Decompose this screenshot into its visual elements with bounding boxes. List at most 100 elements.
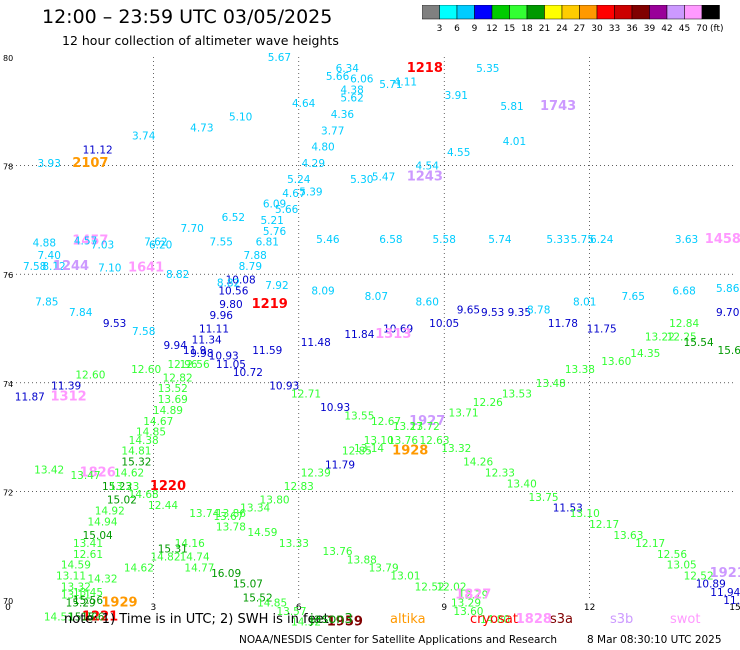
wave-height-label: 11.39 (51, 381, 81, 393)
wave-height-label: 13.78 (216, 522, 246, 534)
wave-height-label: 14.51 (44, 611, 74, 623)
wave-height-label: 9.94 (164, 340, 188, 352)
footer-credit: NOAA/NESDIS Center for Satellite Applica… (239, 634, 557, 646)
colorbar-tick-label: 70 (696, 24, 708, 34)
colorbar-tick-label: 9 (472, 24, 478, 34)
wave-height-label: 13.33 (279, 538, 309, 550)
wave-height-label: 12.26 (473, 397, 503, 409)
wave-height-label: 13.52 (158, 383, 188, 395)
wave-height-label: 13.38 (565, 364, 595, 376)
wave-height-label: 8.82 (166, 269, 189, 281)
wave-height-label: 13.27 (393, 421, 423, 433)
wave-height-label: 13.53 (502, 389, 532, 401)
wave-height-label: 15.07 (233, 579, 263, 591)
wave-height-label: 14.59 (247, 527, 277, 539)
wave-height-label: 7.88 (243, 250, 266, 262)
colorbar-tick-label: 24 (556, 24, 568, 34)
colorbar-tick-label: 27 (574, 24, 585, 34)
wave-height-label: 14.59 (61, 560, 91, 572)
wave-height-label: 3.77 (321, 125, 344, 137)
wave-height-label: 7.58 (23, 261, 46, 273)
wave-height-label: 13.86 (216, 508, 246, 520)
wave-height-label: 11.78 (548, 318, 578, 330)
colorbar-tick-label: 45 (679, 24, 690, 34)
wave-height-label: 14.62 (114, 467, 144, 479)
colorbar-tick-label: 30 (591, 24, 603, 34)
colorbar-tick-label: 18 (521, 24, 533, 34)
wave-height-label: 14.16 (175, 538, 205, 550)
wave-height-label: 14.94 (87, 516, 117, 528)
pass-time-label: 1220 (150, 479, 186, 494)
wave-height-label: 11.94 (710, 587, 740, 599)
wave-height-label: 14.81 (121, 446, 151, 458)
y-tick-label: 74 (3, 380, 13, 389)
pass-time-label: 1221 (82, 609, 118, 624)
wave-height-label: 13.32 (441, 443, 471, 455)
wave-height-label: 8.12 (42, 261, 65, 273)
wave-height-label: 12.82 (163, 372, 193, 384)
wave-height-label: 14.68 (129, 489, 159, 501)
wave-height-label: 12.96 (167, 359, 197, 371)
wave-height-label: 13.10 (364, 435, 394, 447)
wave-height-label: 5.35 (476, 63, 499, 75)
wave-height-label: 6.24 (590, 234, 614, 246)
wave-height-label: 13.05 (667, 560, 697, 572)
wave-height-label: 14.74 (180, 552, 210, 564)
wave-height-label: 8.09 (311, 285, 334, 297)
wave-height-label: 13.60 (601, 356, 631, 368)
wave-height-label: 9.35 (508, 307, 531, 319)
wave-height-label: 13.41 (73, 538, 103, 550)
wave-height-label: 13.80 (260, 495, 290, 507)
wave-height-label: 6.09 (263, 199, 286, 211)
wave-height-label: 7.62 (144, 237, 167, 249)
pass-time-label: 1313 (375, 327, 411, 342)
wave-height-label: 9.80 (219, 299, 242, 311)
wave-height-label: 5.33 (546, 234, 569, 246)
pass-time-label: 1929 (101, 596, 137, 611)
colorbar-tick-label: 42 (661, 24, 672, 34)
wave-height-label: 7.85 (35, 296, 58, 308)
wave-height-label: 8.01 (573, 296, 596, 308)
wave-height-label: 14.85 (257, 598, 287, 610)
wave-height-label: 4.57 (74, 236, 97, 248)
wave-height-label: 10.93 (269, 381, 299, 393)
pass-time-label: 1928 (392, 444, 428, 459)
wave-height-label: 4.29 (302, 158, 325, 170)
footer-note: note: 1) Time is in UTC; 2) SWH is in fe… (64, 612, 329, 627)
wave-height-label: 13.22 (645, 332, 675, 344)
wave-height-label: 8.78 (527, 304, 550, 316)
wave-height-label: 13.75 (529, 492, 559, 504)
wave-height-label: 12.39 (301, 467, 331, 479)
wave-height-label: 5.74 (488, 234, 512, 246)
wave-height-label: 13.57 (276, 606, 306, 618)
wave-height-label: 7.55 (210, 237, 233, 249)
wave-height-label: 10.08 (226, 275, 256, 287)
pass-time-label: 1457 (72, 234, 108, 249)
wave-height-label: 4.80 (311, 142, 334, 154)
wave-height-label: 11.59 (252, 345, 282, 357)
colorbar-tick-label: 36 (626, 24, 638, 34)
wave-height-label: 14.62 (124, 562, 154, 574)
wave-height-label: 12.56 (180, 359, 210, 371)
wave-height-label: 14.82 (150, 552, 180, 564)
y-tick-label: 78 (3, 163, 13, 172)
wave-height-label: 7.92 (265, 280, 288, 292)
pass-time-label: 1312 (50, 389, 86, 404)
wave-height-label: 12.60 (75, 370, 105, 382)
satellite-legend-s3b: s3b (610, 612, 634, 627)
wave-height-label: 15.02 (107, 495, 137, 507)
wave-height-label: 15.60 (718, 345, 740, 357)
pass-time-label: 1458 (705, 232, 740, 247)
wave-height-label: 15.23 (102, 481, 132, 493)
wave-height-label: 14.26 (463, 457, 493, 469)
wave-height-label: 11.48 (301, 337, 331, 349)
wave-height-label: 13.45 (73, 587, 103, 599)
wave-height-label: 5.30 (350, 174, 373, 186)
pass-time-label: 1244 (53, 259, 89, 274)
y-tick-label: 70 (3, 597, 13, 606)
wave-height-label: 5.62 (340, 93, 363, 105)
wave-height-label: 13.76 (323, 546, 353, 558)
wave-height-label: 3.74 (132, 131, 156, 143)
colorbar-tick-label: 21 (539, 24, 550, 34)
